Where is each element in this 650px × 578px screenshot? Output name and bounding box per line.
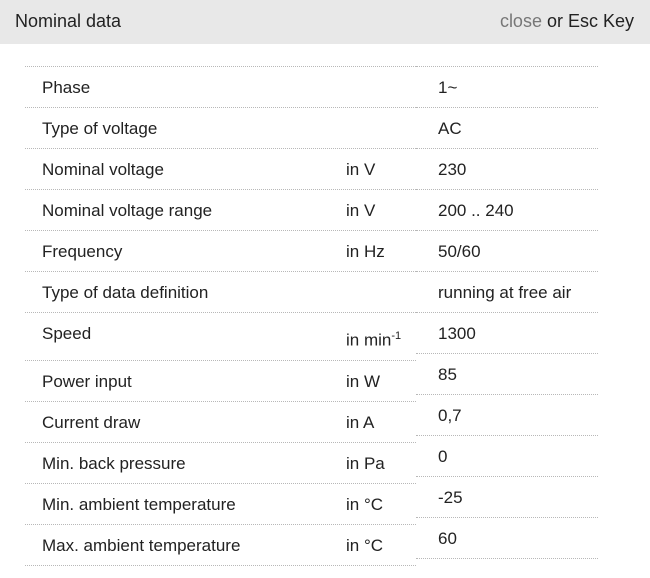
row-label: Type of voltage: [42, 119, 158, 138]
table-row: Max. ambient temperature in °C: [25, 525, 416, 566]
row-unit: in V: [346, 201, 375, 221]
table-row: Type of data definition: [25, 272, 416, 313]
unit-text: in W: [346, 372, 380, 391]
row-value: 1300: [438, 324, 476, 343]
unit-text: in Pa: [346, 454, 385, 473]
value-cell: 0: [416, 436, 598, 477]
row-label: Nominal voltage: [42, 160, 164, 179]
row-label: Min. ambient temperature: [42, 495, 236, 514]
row-value: 1~: [438, 78, 458, 97]
row-label: Max. ambient temperature: [42, 536, 241, 555]
row-value: running at free air: [438, 283, 572, 302]
table-row: Type of voltage: [25, 108, 416, 149]
value-cell: 230: [416, 149, 598, 190]
value-cell: 60: [416, 518, 598, 559]
row-value: 230: [438, 160, 467, 179]
row-unit: in °C: [346, 536, 383, 556]
row-value: 50/60: [438, 242, 481, 261]
value-cell: 85: [416, 354, 598, 395]
table-row: Power input in W: [25, 361, 416, 402]
row-label: Phase: [42, 78, 91, 97]
value-cell: 50/60: [416, 231, 598, 272]
value-column: 1~ AC 230 200 .. 240 50/60 running at free ai…: [416, 66, 598, 559]
table-row: Min. ambient temperature in °C: [25, 484, 416, 525]
close-suffix: or Esc Key: [541, 11, 634, 31]
row-label: Speed: [42, 324, 92, 343]
row-unit: in W: [346, 372, 380, 392]
unit-text: in °C: [346, 495, 384, 514]
table-row: Min. back pressure in Pa: [25, 443, 416, 484]
table-row: Current draw in A: [25, 402, 416, 443]
row-value: AC: [438, 119, 462, 138]
dialog-title: Nominal data: [15, 11, 122, 31]
close-link[interactable]: close: [499, 11, 542, 31]
row-label: Nominal voltage range: [42, 201, 213, 220]
unit-text: in A: [346, 413, 375, 432]
unit-exponent: -1: [391, 330, 402, 342]
table-row: Nominal voltage in V: [25, 149, 416, 190]
row-value: 0: [438, 447, 448, 466]
row-label: Power input: [42, 372, 132, 391]
value-cell: 0,7: [416, 395, 598, 436]
table-row: Speed in min-1: [25, 313, 416, 361]
value-cell: running at free air: [416, 272, 598, 313]
table-row: Nominal voltage range in V: [25, 190, 416, 231]
row-label: Frequency: [42, 242, 123, 261]
row-value: 85: [438, 365, 457, 384]
row-value: 0,7: [438, 406, 462, 425]
unit-text: in °C: [346, 536, 384, 555]
value-cell: 1300: [416, 313, 598, 354]
dialog-header: Nominal data close or Esc Key: [0, 0, 650, 44]
value-cell: 1~: [416, 67, 598, 108]
close-hint: close or Esc Key: [500, 11, 634, 32]
row-unit: in min-1: [346, 330, 401, 351]
row-unit: in Hz: [346, 242, 385, 262]
row-unit: in A: [346, 413, 374, 433]
unit-text: in min: [346, 330, 392, 350]
value-cell: 200 .. 240: [416, 190, 598, 231]
unit-text: in Hz: [346, 242, 385, 261]
unit-text: in V: [346, 160, 376, 179]
row-unit: in Pa: [346, 454, 385, 474]
row-label: Type of data definition: [42, 283, 209, 302]
row-value: 200 .. 240: [438, 201, 514, 220]
table-row: Frequency in Hz: [25, 231, 416, 272]
row-label: Current draw: [42, 413, 141, 432]
table-row: Phase: [25, 67, 416, 108]
value-cell: -25: [416, 477, 598, 518]
row-value: 60: [438, 529, 457, 548]
row-unit: in V: [346, 160, 375, 180]
row-value: -25: [438, 488, 463, 507]
unit-text: in V: [346, 201, 376, 220]
value-cell: AC: [416, 108, 598, 149]
row-label: Min. back pressure: [42, 454, 186, 473]
row-unit: in °C: [346, 495, 383, 515]
